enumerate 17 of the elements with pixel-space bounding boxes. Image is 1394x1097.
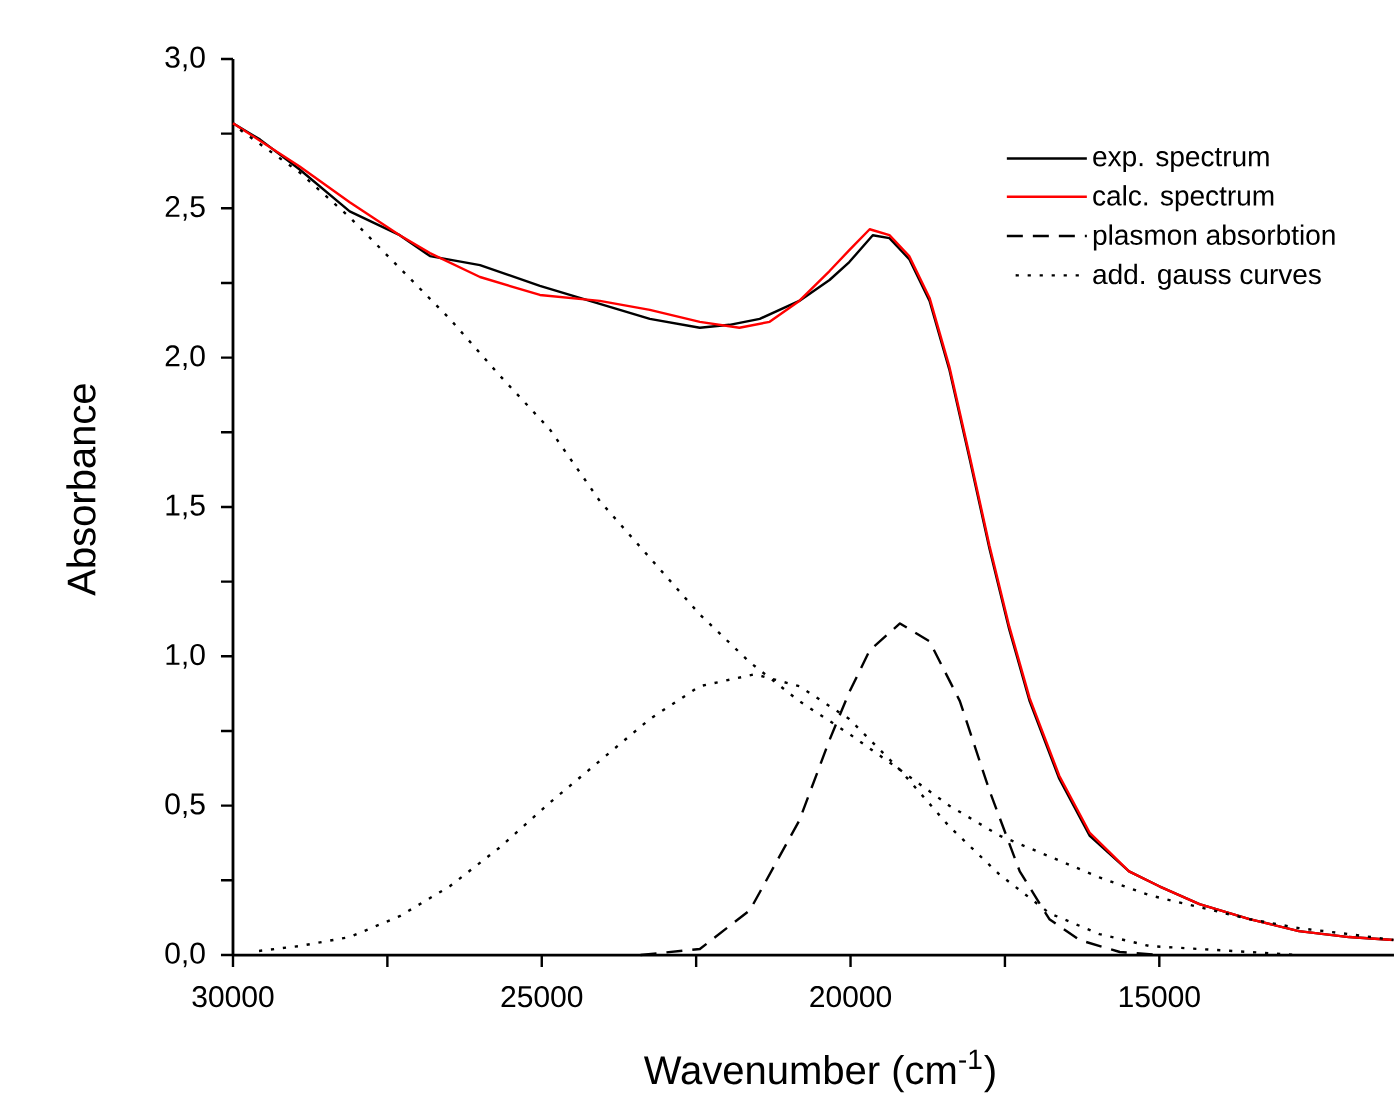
y-tick-label: 3,0: [165, 46, 205, 72]
legend-label: plasmon absorbtion: [1093, 224, 1335, 251]
y-tick-label: 0,0: [165, 942, 205, 968]
y-axis-title: Absorbance: [66, 384, 96, 596]
y-tick-label: 0,5: [165, 793, 205, 819]
y-tick-label: 1,0: [166, 643, 205, 669]
x-axis-title: Wavenumber (cm$^{-1}$): [643, 1049, 995, 1093]
legend-label: calc. spectrum: [1093, 185, 1274, 212]
x-tick-label: 20000: [810, 986, 892, 1008]
x-tick-label: 25000: [501, 986, 583, 1008]
legend-label: add. gauss curves: [1093, 263, 1321, 290]
x-tick-label: 15000: [1119, 986, 1200, 1008]
x-tick-label: 30000: [192, 986, 274, 1008]
legend-label: exp. spectrum: [1093, 148, 1269, 172]
y-tick-label: 1,5: [166, 494, 205, 520]
y-tick-label: 2,5: [165, 195, 205, 221]
y-tick-label: 2,0: [165, 345, 205, 371]
